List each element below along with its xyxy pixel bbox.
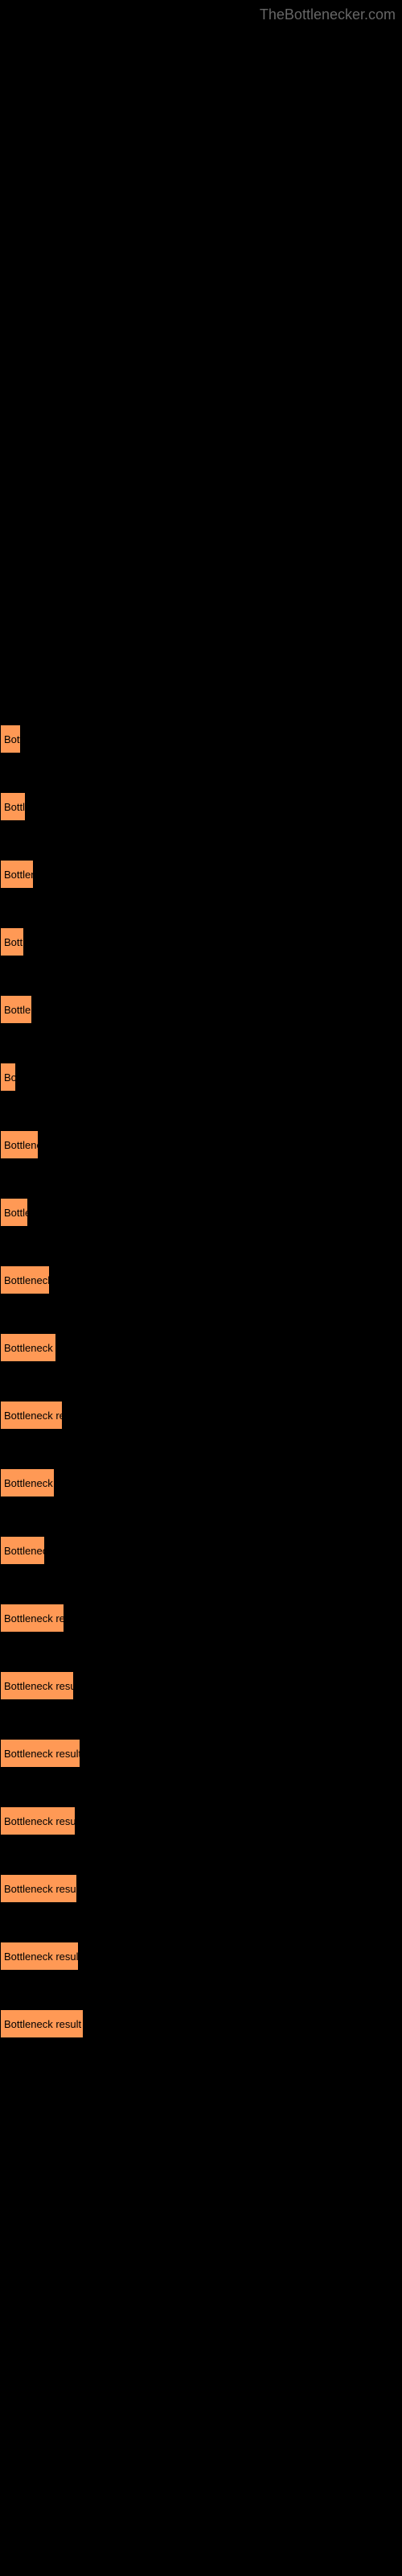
bar-row: Bottleneck result (0, 995, 402, 1024)
bar-label: Bottleneck result (4, 1207, 28, 1219)
bar: Bottleneck result (0, 1604, 64, 1633)
bar: Bottleneck result (0, 1806, 76, 1835)
bar: Bottleneck result (0, 1130, 39, 1159)
bar-label: Bottleneck result (4, 1342, 56, 1354)
bar-label: Bottleneck result (4, 1748, 80, 1760)
bar: Bottleneck result (0, 1198, 28, 1227)
bar-row: Bottleneck result (0, 1739, 402, 1768)
bar-label: Bottleneck result (4, 801, 26, 813)
watermark-text: TheBottlenecker.com (260, 6, 396, 23)
bar-label: Bottleneck result (4, 936, 24, 948)
bar-row: Bottleneck result (0, 1333, 402, 1362)
bar-label: Bottleneck result (4, 1680, 74, 1692)
bar-row: Bottleneck result (0, 1198, 402, 1227)
bar: Bottleneck result (0, 927, 24, 956)
bar-label: Bottleneck result (4, 1410, 63, 1422)
bar: Bottleneck result (0, 995, 32, 1024)
bar: Bottleneck result (0, 792, 26, 821)
bar-row: Bottleneck result (0, 1130, 402, 1159)
bar: Bottleneck result (0, 724, 21, 753)
bar-label: Bottleneck result (4, 869, 34, 881)
bar-row: Bottleneck result (0, 1468, 402, 1497)
bar-row: Bottleneck result (0, 724, 402, 753)
bar-chart: Bottleneck result Bottleneck result Bottle… (0, 0, 402, 2038)
bar-row: Bottleneck result (0, 1063, 402, 1092)
bar: Bottleneck result (0, 1063, 16, 1092)
bar: Bottleneck result (0, 1942, 79, 1971)
bar-row: Bottleneck result (0, 927, 402, 956)
bar: Bottleneck result (0, 1468, 55, 1497)
bar-row: Bottleneck result (0, 2009, 402, 2038)
bar-row: Bottleneck result (0, 792, 402, 821)
bar-row: Bottleneck result (0, 1604, 402, 1633)
bar: Bottleneck result (0, 1671, 74, 1700)
bar-label: Bottleneck result (4, 2018, 81, 2030)
bar-label: Bottleneck result (4, 1139, 39, 1151)
bar-row: Bottleneck result (0, 1265, 402, 1294)
bar-label: Bottleneck result (4, 1612, 64, 1624)
bar-row: Bottleneck result (0, 860, 402, 889)
bar: Bottleneck result (0, 1739, 80, 1768)
bar-label: Bottleneck result (4, 1815, 76, 1827)
bar-label: Bottleneck result (4, 1951, 79, 1963)
bar: Bottleneck result (0, 1874, 77, 1903)
bar-label: Bottleneck result (4, 1477, 55, 1489)
bar: Bottleneck result (0, 2009, 84, 2038)
bar-row: Bottleneck result (0, 1401, 402, 1430)
bar: Bottleneck result (0, 1536, 45, 1565)
bar-row: Bottleneck result (0, 1536, 402, 1565)
bar: Bottleneck result (0, 1265, 50, 1294)
bar-row: Bottleneck result (0, 1671, 402, 1700)
bar: Bottleneck result (0, 860, 34, 889)
bar: Bottleneck result (0, 1333, 56, 1362)
bar-label: Bottleneck result (4, 1274, 50, 1286)
bar: Bottleneck result (0, 1401, 63, 1430)
bar-row: Bottleneck result (0, 1806, 402, 1835)
bar-label: Bottleneck result (4, 733, 21, 745)
bar-label: Bottleneck result (4, 1071, 16, 1084)
bar-label: Bottleneck result (4, 1883, 77, 1895)
bar-row: Bottleneck result (0, 1942, 402, 1971)
bar-row: Bottleneck result (0, 1874, 402, 1903)
bar-label: Bottleneck result (4, 1004, 32, 1016)
bar-label: Bottleneck result (4, 1545, 45, 1557)
